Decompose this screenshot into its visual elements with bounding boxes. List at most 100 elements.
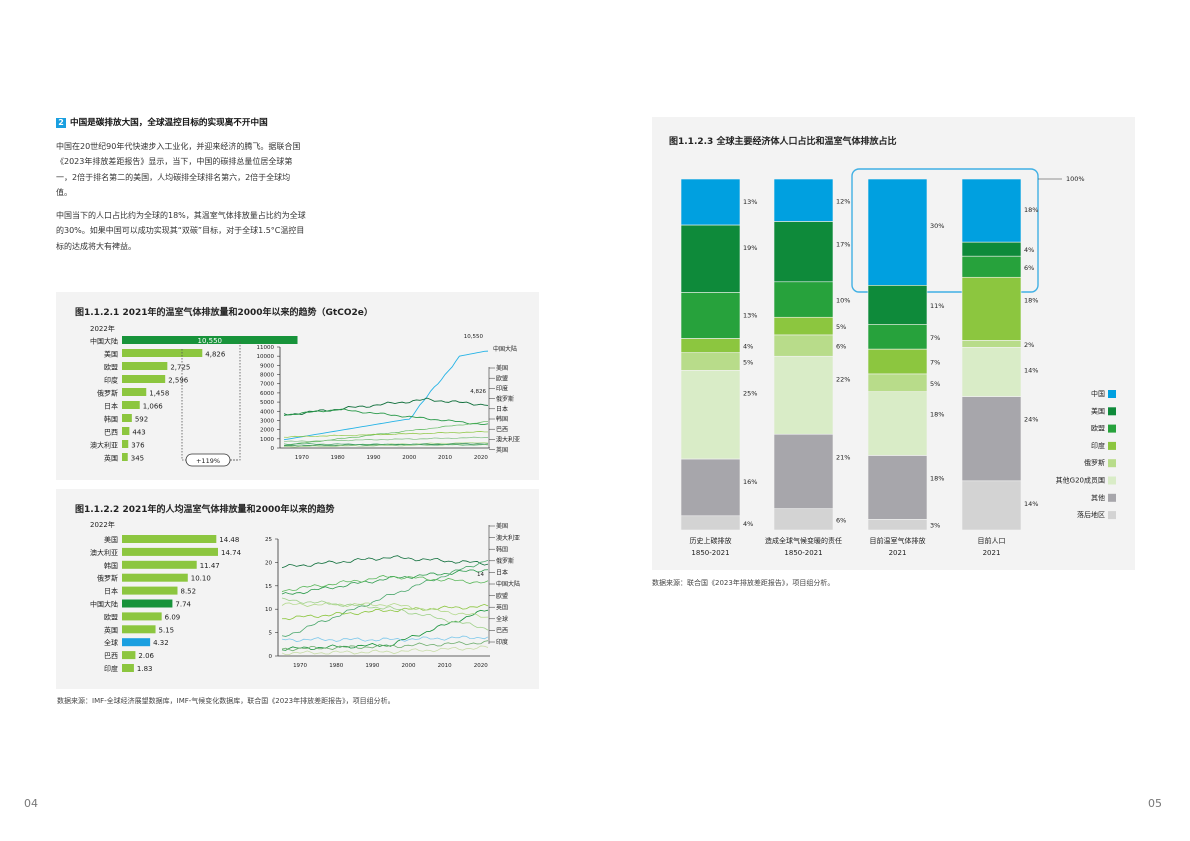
fig3-column-year: 2021 (889, 549, 907, 557)
fig3-segment-label: 5% (743, 359, 753, 367)
fig3-column-label: 目前温室气体排放 (870, 536, 926, 545)
fig3-segment-label: 17% (836, 241, 850, 249)
fig2-bar (122, 625, 156, 634)
fig3-segment (961, 241, 1022, 257)
fig1-x-tick: 1970 (295, 455, 309, 461)
fig3-segment (773, 178, 834, 222)
fig1-bar-value: 345 (131, 455, 144, 463)
fig3-segment-label: 13% (743, 311, 757, 319)
intro-paragraph-1: 中国在20世纪90年代快速步入工业化，并迎来经济的腾飞。据联合国《2023年排放… (56, 141, 301, 198)
fig2-y-tick: 0 (269, 654, 273, 660)
fig2-series-label: 韩国 (496, 545, 508, 553)
figure-2-title: 图1.1.2.2 2021年的人均温室气体排放量和2000年以来的趋势 (75, 505, 335, 515)
fig2-x-tick: 1990 (365, 663, 379, 669)
figure-3-title: 图1.1.2.3 全球主要经济体人口占比和温室气体排放占比 (669, 137, 897, 147)
fig2-line (281, 645, 489, 655)
fig3-segment-label: 22% (836, 375, 850, 383)
fig1-y-tick: 3000 (260, 418, 274, 424)
fig3-segment (961, 178, 1022, 243)
fig3-segment-label: 3% (930, 522, 940, 530)
fig3-top-label: 100% (1066, 175, 1085, 183)
fig2-bar-label: 全球 (104, 638, 118, 647)
fig1-bar-label: 中国大陆 (90, 337, 118, 346)
fig3-legend-swatch (1108, 441, 1116, 450)
fig3-segment (680, 292, 741, 339)
fig2-bar (122, 651, 136, 660)
intro-paragraph-2: 中国当下的人口占比约为全球的18%，其温室气体排放量占比约为全球的30%。如果中… (56, 210, 306, 251)
fig2-line (281, 569, 489, 595)
fig3-column-label: 目前人口 (978, 536, 1006, 545)
fig2-bar-value: 6.09 (165, 613, 181, 621)
fig2-bar-label: 韩国 (104, 561, 118, 570)
fig2-end-marker: 14 (477, 572, 484, 578)
fig2-series-label: 日本 (496, 569, 508, 577)
fig3-segment-label: 4% (743, 520, 753, 528)
fig2-series-label: 中国大陆 (496, 580, 520, 588)
fig2-bar-value: 4.32 (153, 639, 169, 647)
figure-1-panel: 图1.1.2.1 2021年的温室气体排放量和2000年以来的趋势（GtCO2e… (56, 292, 539, 480)
source-left: 数据来源：IMF-全球经济展望数据库，IMF-气候变化数据库，联合国《2023年… (57, 697, 395, 705)
fig1-x-tick: 1980 (331, 455, 345, 461)
fig1-series-label: 韩国 (496, 415, 508, 423)
fig1-bar-label: 英国 (104, 454, 118, 463)
fig1-series-label: 印度 (496, 385, 508, 393)
fig1-us-value: 4,826 (470, 389, 486, 395)
fig1-badge (185, 453, 231, 467)
fig3-segment-label: 12% (836, 197, 850, 205)
fig2-series-label: 澳大利亚 (496, 534, 520, 542)
fig2-line (281, 635, 489, 642)
fig1-y-tick: 5000 (260, 400, 274, 406)
figure-3-panel: 图1.1.2.3 全球主要经济体人口占比和温室气体排放占比 13% 19% 13% 4… (652, 117, 1135, 570)
fig2-bar-label: 巴西 (104, 652, 118, 660)
fig3-legend-label: 印度 (1091, 441, 1105, 450)
fig1-line-other (283, 443, 489, 446)
fig3-segment (680, 352, 741, 371)
fig3-segment (773, 334, 834, 357)
fig3-segment (773, 433, 834, 510)
fig1-bar-value: 443 (132, 429, 145, 437)
section-heading: 中国是碳排放大国，全球温控目标的实现离不开中国 (70, 118, 268, 128)
fig3-segment-label: 21% (836, 453, 850, 461)
fig3-segment-label: 19% (743, 244, 757, 252)
fig2-bar-label: 英国 (104, 625, 118, 634)
fig1-china-value: 10,550 (464, 334, 484, 340)
fig2-bar-label: 美国 (104, 535, 118, 544)
fig2-series-label: 俄罗斯 (496, 557, 514, 565)
fig3-segment (867, 373, 928, 393)
fig3-segment (867, 285, 928, 325)
fig3-highlight-box (851, 168, 1039, 293)
fig3-segment (680, 338, 741, 354)
fig1-bracket (184, 342, 241, 461)
fig2-bar-label: 澳大利亚 (90, 548, 118, 557)
fig3-legend-swatch (1108, 407, 1116, 416)
fig3-legend-label: 美国 (1091, 406, 1105, 415)
fig2-bar (122, 599, 173, 608)
fig2-bar (122, 535, 217, 543)
figure-1-title: 图1.1.2.1 2021年的温室气体排放量和2000年以来的趋势（GtCO2e… (75, 308, 373, 318)
fig2-series-label: 英国 (496, 603, 508, 611)
figure-2-panel: 图1.1.2.2 2021年的人均温室气体排放量和2000年以来的趋势 2022… (56, 489, 539, 689)
fig2-series-label: 巴西 (496, 628, 508, 635)
fig3-segment (773, 316, 834, 336)
fig3-segment-label: 25% (743, 389, 757, 397)
fig1-bar-value: 1,458 (149, 390, 169, 398)
fig2-bar-value: 14.48 (219, 536, 239, 544)
fig1-bar-label: 印度 (104, 376, 118, 385)
fig2-bar (122, 573, 188, 582)
fig3-segment-label: 30% (930, 222, 944, 230)
fig2-bar-value: 14.74 (221, 549, 242, 557)
fig2-bar-value: 1.83 (137, 665, 153, 673)
fig3-segment-label: 13% (743, 198, 757, 206)
fig1-line-other (283, 421, 489, 446)
fig3-segment-label: 5% (930, 380, 940, 388)
fig3-segment (961, 276, 1022, 341)
fig3-legend-swatch (1108, 511, 1116, 520)
fig3-column-year: 2021 (983, 549, 1001, 557)
fig1-line-other (283, 443, 489, 448)
fig3-segment (867, 324, 928, 350)
fig1-x-tick: 2010 (438, 455, 452, 461)
fig1-y-tick: 6000 (260, 391, 274, 397)
fig3-segment (680, 515, 741, 531)
fig1-bar-value: 376 (131, 442, 145, 450)
